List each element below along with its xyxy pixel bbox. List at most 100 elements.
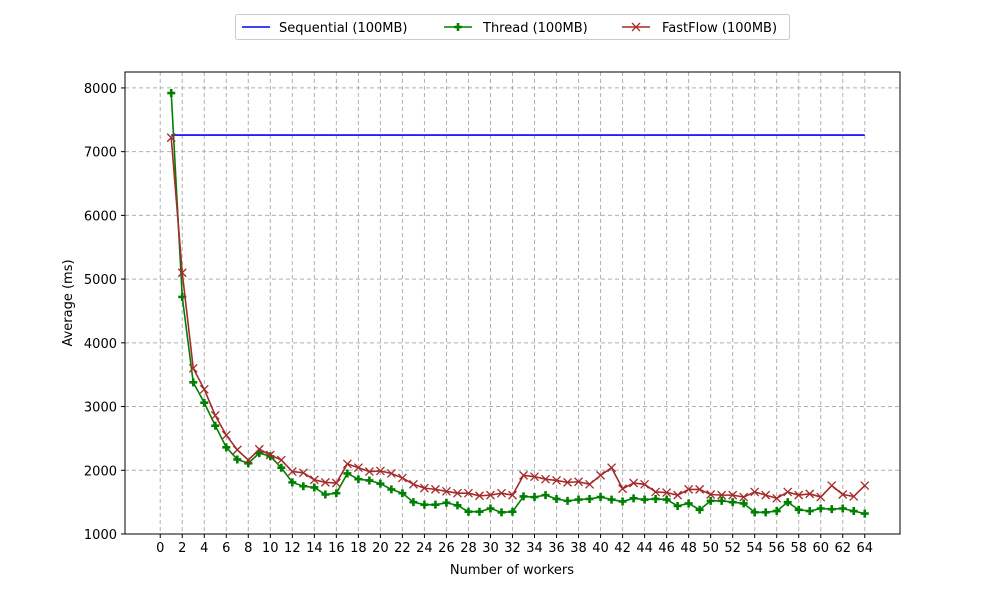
y-tick-label: 4000	[84, 337, 117, 352]
data-point	[596, 493, 605, 502]
data-point	[255, 449, 264, 458]
x-tick-label: 38	[570, 541, 587, 556]
data-point	[860, 509, 869, 518]
data-point	[684, 499, 693, 508]
data-point	[454, 23, 462, 31]
legend: Sequential (100MB) Thread (100MB) FastFlow…	[235, 14, 790, 40]
y-axis-title: Average (ms)	[61, 259, 76, 346]
data-point	[596, 470, 606, 480]
data-point	[211, 421, 220, 430]
data-point	[530, 472, 539, 482]
data-point	[332, 489, 341, 498]
data-point	[464, 488, 473, 498]
x-tick-label: 48	[680, 541, 697, 556]
data-point	[662, 488, 672, 498]
x-tick-label: 14	[306, 541, 323, 556]
data-point	[541, 491, 550, 500]
data-point	[321, 490, 330, 499]
data-point	[343, 469, 352, 478]
x-tick-label: 36	[548, 541, 565, 556]
y-tick-label: 1000	[84, 528, 117, 543]
data-point	[673, 490, 683, 500]
data-point	[805, 489, 815, 499]
data-point	[397, 473, 407, 483]
data-point	[739, 499, 748, 508]
x-tick-label: 54	[746, 541, 763, 556]
x-tick-label: 22	[394, 541, 411, 556]
data-point	[816, 504, 825, 513]
data-point	[684, 484, 694, 494]
data-point	[475, 507, 484, 516]
data-point	[794, 505, 803, 514]
x-tick-label: 6	[222, 541, 230, 556]
data-point	[783, 487, 793, 497]
y-tick-label: 2000	[84, 464, 117, 479]
x-axis-title: Number of workers	[450, 563, 574, 578]
x-tick-label: 16	[328, 541, 345, 556]
data-point	[387, 485, 396, 494]
data-point	[464, 507, 473, 516]
data-point	[167, 89, 176, 98]
x-tick-label: 20	[372, 541, 389, 556]
y-tick-label: 3000	[84, 401, 117, 416]
data-point	[761, 490, 771, 500]
data-point	[166, 133, 176, 143]
data-point	[508, 490, 517, 500]
x-tick-label: 64	[856, 541, 873, 556]
series-line	[170, 137, 866, 500]
data-point	[750, 487, 760, 497]
data-point	[728, 490, 738, 500]
data-point	[376, 479, 385, 488]
data-point	[408, 479, 418, 489]
x-tick-label: 56	[768, 541, 785, 556]
data-point	[386, 469, 396, 478]
data-point	[585, 494, 594, 503]
x-tick-label: 34	[526, 541, 543, 556]
data-point	[717, 496, 726, 505]
data-point	[607, 495, 616, 504]
x-tick-label: 32	[504, 541, 521, 556]
data-point	[486, 490, 495, 500]
data-point	[662, 495, 671, 504]
x-tick-label: 30	[482, 541, 499, 556]
data-point	[618, 497, 627, 506]
x-tick-label: 40	[592, 541, 609, 556]
data-point	[739, 492, 749, 502]
data-point	[827, 505, 836, 514]
data-point	[453, 501, 462, 510]
data-point	[364, 467, 374, 477]
data-point	[651, 494, 660, 503]
data-point	[552, 476, 561, 485]
x-tick-label: 12	[284, 541, 301, 556]
data-point	[288, 478, 297, 487]
data-point	[420, 500, 429, 509]
data-point	[430, 484, 440, 494]
x-tick-label: 26	[438, 541, 455, 556]
data-point	[849, 491, 859, 501]
data-point	[309, 475, 319, 485]
x-axis: 0 2 4 6 8 10 12 14 16 18 20 22 24 26 28 30 32 34 36 38 40 42 4…	[156, 534, 873, 556]
legend-box	[235, 14, 790, 40]
x-tick-label: 58	[790, 541, 807, 556]
data-point	[398, 489, 407, 498]
data-point	[640, 495, 649, 504]
grid	[125, 72, 900, 535]
data-point	[354, 475, 363, 484]
data-point	[728, 498, 737, 507]
data-point	[221, 430, 231, 440]
data-point	[222, 443, 231, 452]
data-point	[277, 463, 286, 472]
legend-item: Thread (100MB)	[444, 21, 588, 36]
data-point	[805, 507, 814, 516]
data-point	[783, 498, 792, 507]
data-point	[441, 486, 451, 496]
data-point	[375, 466, 385, 476]
data-point	[816, 492, 826, 502]
data-point	[695, 505, 704, 514]
data-point	[860, 481, 870, 491]
data-point	[530, 493, 539, 502]
x-tick-label: 10	[262, 541, 279, 556]
data-point	[695, 484, 705, 494]
data-point	[287, 467, 297, 477]
data-point	[618, 484, 628, 494]
